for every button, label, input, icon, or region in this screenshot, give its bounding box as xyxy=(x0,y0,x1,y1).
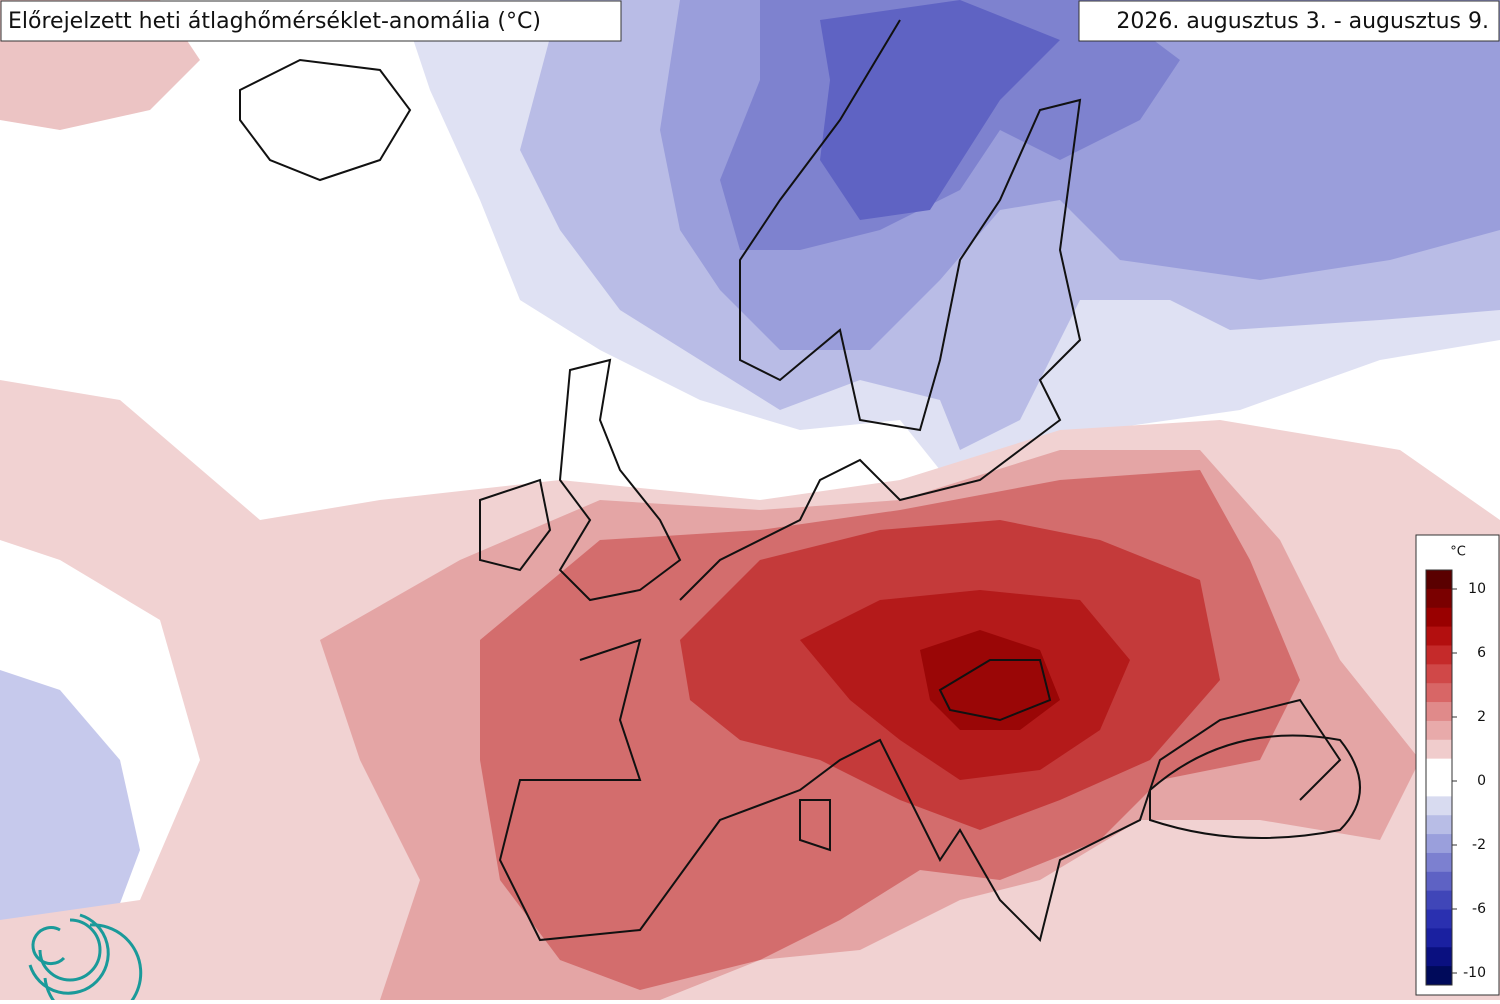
colorbar-tick-label: 0 xyxy=(1477,773,1486,789)
colorbar-step xyxy=(1426,645,1452,665)
title: Előrejelzett heti átlaghőmérséklet-anomá… xyxy=(8,9,541,34)
colorbar-step xyxy=(1426,947,1452,967)
colorbar-tick-label: -6 xyxy=(1472,901,1486,917)
title-box xyxy=(0,0,622,42)
colorbar-step xyxy=(1426,720,1452,741)
date-box xyxy=(1078,0,1500,42)
colorbar-step xyxy=(1426,909,1452,929)
colorbar-tick-label: -2 xyxy=(1472,837,1486,853)
date-range: 2026. augusztus 3. - augusztus 9. xyxy=(1116,9,1489,34)
colorbar-step xyxy=(1426,683,1452,703)
colorbar-tick-label: -10 xyxy=(1463,965,1486,981)
colorbar-step xyxy=(1426,928,1452,948)
colorbar-step xyxy=(1426,626,1452,646)
colorbar-step xyxy=(1426,607,1452,628)
colorbar-step xyxy=(1426,739,1452,760)
colorbar-frame xyxy=(1425,569,1453,986)
colorbar-step xyxy=(1426,588,1452,609)
colorbar-step xyxy=(1426,758,1452,778)
colorbar-step xyxy=(1426,664,1452,684)
colorbar-unit: °C xyxy=(1450,545,1466,560)
colorbar: 10 6 2 0 -2 -6 -10 xyxy=(1425,569,1486,986)
colorbar-step xyxy=(1426,871,1452,892)
colorbar-step xyxy=(1426,796,1452,816)
colorbar-step xyxy=(1426,777,1452,797)
anomaly-area xyxy=(920,630,1060,730)
colorbar-step xyxy=(1426,702,1452,722)
colorbar-tick-label: 6 xyxy=(1477,645,1486,661)
coastlines xyxy=(239,19,1361,942)
colorbar-step xyxy=(1426,834,1452,854)
colorbar-tick-label: 2 xyxy=(1477,709,1486,725)
colorbar-step xyxy=(1426,852,1452,873)
colorbar-step xyxy=(1426,966,1452,986)
colorbar-step xyxy=(1426,570,1452,590)
colorbar-step xyxy=(1426,890,1452,911)
colorbar-tick-label: 10 xyxy=(1468,581,1486,597)
anomaly-area xyxy=(0,670,140,960)
colorbar-step xyxy=(1426,815,1452,835)
